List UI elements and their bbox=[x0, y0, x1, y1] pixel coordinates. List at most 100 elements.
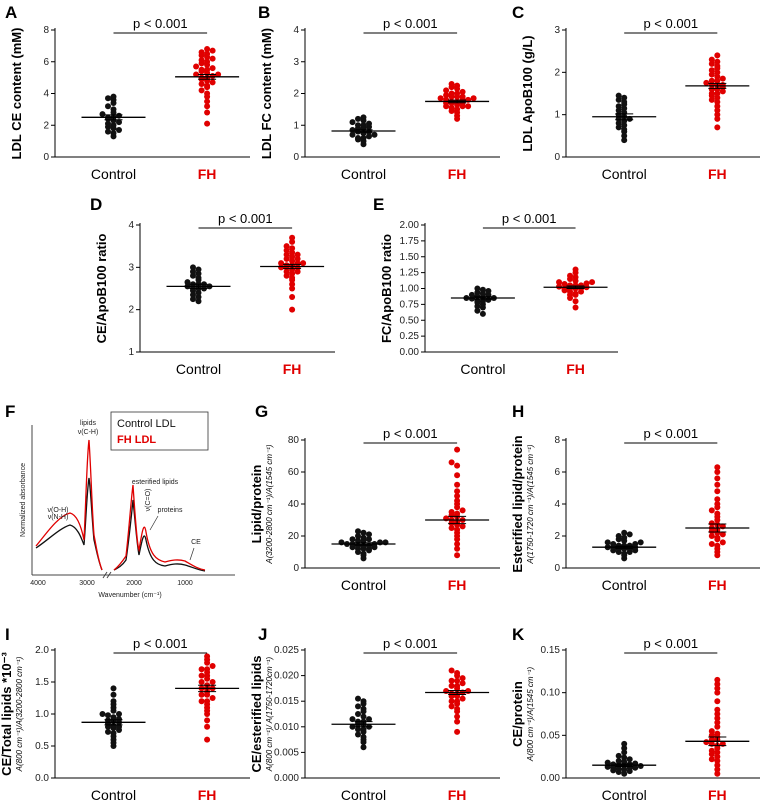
fh-data-point bbox=[714, 723, 721, 730]
fh-data-point bbox=[448, 682, 455, 689]
spectrum-legend bbox=[110, 411, 209, 451]
y-axis-label: LDL CE content (mM) bbox=[9, 28, 24, 160]
fh-data-point bbox=[198, 672, 205, 679]
y-tick-label: 0.00 bbox=[400, 347, 420, 358]
control-data-point bbox=[615, 96, 622, 103]
y-tick-label: 4 bbox=[43, 89, 49, 100]
y-tick-label: 4 bbox=[128, 220, 134, 231]
fh-data-point bbox=[714, 73, 721, 80]
fh-data-point bbox=[714, 496, 721, 503]
fh-data-point bbox=[454, 472, 461, 479]
x-category-label: Control bbox=[176, 361, 221, 377]
fh-data-point bbox=[209, 663, 216, 669]
y-tick-label: 80 bbox=[288, 435, 300, 446]
x-category-label: Control bbox=[91, 787, 136, 803]
fh-data-point bbox=[454, 682, 461, 689]
control-data-point bbox=[604, 539, 611, 546]
fh-data-point bbox=[300, 260, 307, 267]
fh-data-point bbox=[198, 66, 205, 73]
x-category-label: Control bbox=[602, 787, 647, 803]
y-tick-label: 0.010 bbox=[274, 722, 299, 733]
control-data-point bbox=[184, 279, 191, 286]
fh-data-point bbox=[714, 124, 721, 131]
x-category-label: Control bbox=[91, 166, 136, 182]
control-data-point bbox=[615, 120, 622, 127]
fh-data-point bbox=[714, 62, 721, 69]
fh-data-point bbox=[714, 115, 721, 122]
fh-data-point bbox=[289, 293, 296, 300]
fh-data-point bbox=[708, 96, 715, 103]
fh-data-point bbox=[204, 717, 211, 724]
y-tick-label: 1.00 bbox=[400, 284, 420, 295]
fh-data-point bbox=[714, 689, 721, 696]
fh-data-point bbox=[454, 488, 461, 495]
x-category-label: FH bbox=[198, 787, 217, 803]
fh-data-point bbox=[714, 77, 721, 84]
fh-data-point bbox=[567, 272, 574, 279]
annotation-ch: ν(C-H) bbox=[78, 429, 99, 436]
y-tick-label: 2 bbox=[128, 305, 134, 316]
panel-letter: C bbox=[512, 3, 524, 22]
fh-data-point bbox=[714, 501, 721, 507]
fh-data-point bbox=[714, 488, 721, 495]
fh-data-point bbox=[204, 46, 211, 53]
fh-data-point bbox=[289, 238, 296, 245]
fh-data-point bbox=[204, 723, 211, 730]
y-tick-label: 40 bbox=[288, 499, 300, 510]
fh-data-point bbox=[448, 104, 455, 111]
y-tick-label: 2 bbox=[43, 120, 49, 131]
control-data-point bbox=[190, 296, 196, 303]
control-data-point bbox=[360, 122, 367, 129]
fh-data-point bbox=[556, 279, 563, 286]
p-value-label: p < 0.001 bbox=[218, 211, 273, 226]
annotation-nh: ν(N-H) bbox=[48, 514, 69, 521]
fh-data-point bbox=[283, 243, 290, 250]
y-tick-label: 0 bbox=[554, 152, 560, 163]
fh-data-point bbox=[204, 50, 211, 57]
fh-data-point bbox=[448, 667, 455, 674]
fh-data-point bbox=[454, 82, 461, 89]
y-tick-label: 0.00 bbox=[541, 773, 561, 784]
control-data-point bbox=[190, 272, 196, 279]
y-tick-label: 6 bbox=[43, 57, 49, 68]
fh-data-point bbox=[454, 728, 461, 735]
p-value-label: p < 0.001 bbox=[502, 211, 557, 226]
y-tick-label: 1 bbox=[128, 347, 134, 358]
p-value-label: p < 0.001 bbox=[383, 16, 438, 31]
annotation-lipids: lipids bbox=[80, 420, 96, 427]
p-value-label: p < 0.001 bbox=[383, 426, 438, 441]
control-data-point bbox=[360, 726, 367, 733]
y-axis-label: LDL FC content (mM) bbox=[259, 28, 274, 159]
fh-data-point bbox=[708, 520, 715, 527]
control-data-point bbox=[105, 95, 111, 102]
fh-data-point bbox=[572, 304, 579, 311]
panel-letter: D bbox=[90, 195, 102, 214]
control-data-point bbox=[195, 270, 202, 277]
control-data-point bbox=[110, 122, 117, 129]
fh-data-point bbox=[289, 253, 296, 260]
fh-ldl-spectrum bbox=[35, 439, 206, 571]
fh-data-point bbox=[708, 728, 715, 735]
fh-data-point bbox=[204, 66, 211, 73]
fh-data-point bbox=[454, 705, 461, 712]
control-data-point bbox=[195, 266, 202, 273]
y-tick-label: 8 bbox=[554, 435, 560, 446]
fh-data-point bbox=[708, 60, 715, 67]
fh-data-point bbox=[294, 251, 301, 258]
control-data-point bbox=[604, 759, 611, 766]
fh-data-point bbox=[714, 766, 721, 773]
control-data-point bbox=[360, 713, 367, 720]
fh-data-point bbox=[454, 510, 461, 517]
y-tick-label: 3 bbox=[128, 262, 134, 273]
control-data-point bbox=[621, 105, 628, 112]
fh-data-point bbox=[204, 666, 211, 673]
fh-data-point bbox=[198, 666, 205, 673]
annotation-oh: ν(O-H) bbox=[48, 507, 69, 514]
y-tick-label: 0.15 bbox=[541, 645, 561, 656]
y-axis-label: LDL ApoB100 (g/L) bbox=[520, 35, 535, 151]
control-data-point bbox=[190, 264, 196, 271]
fh-data-point bbox=[198, 49, 205, 56]
control-data-point bbox=[360, 744, 367, 751]
fh-data-point bbox=[714, 753, 721, 760]
control-data-point bbox=[615, 752, 622, 759]
